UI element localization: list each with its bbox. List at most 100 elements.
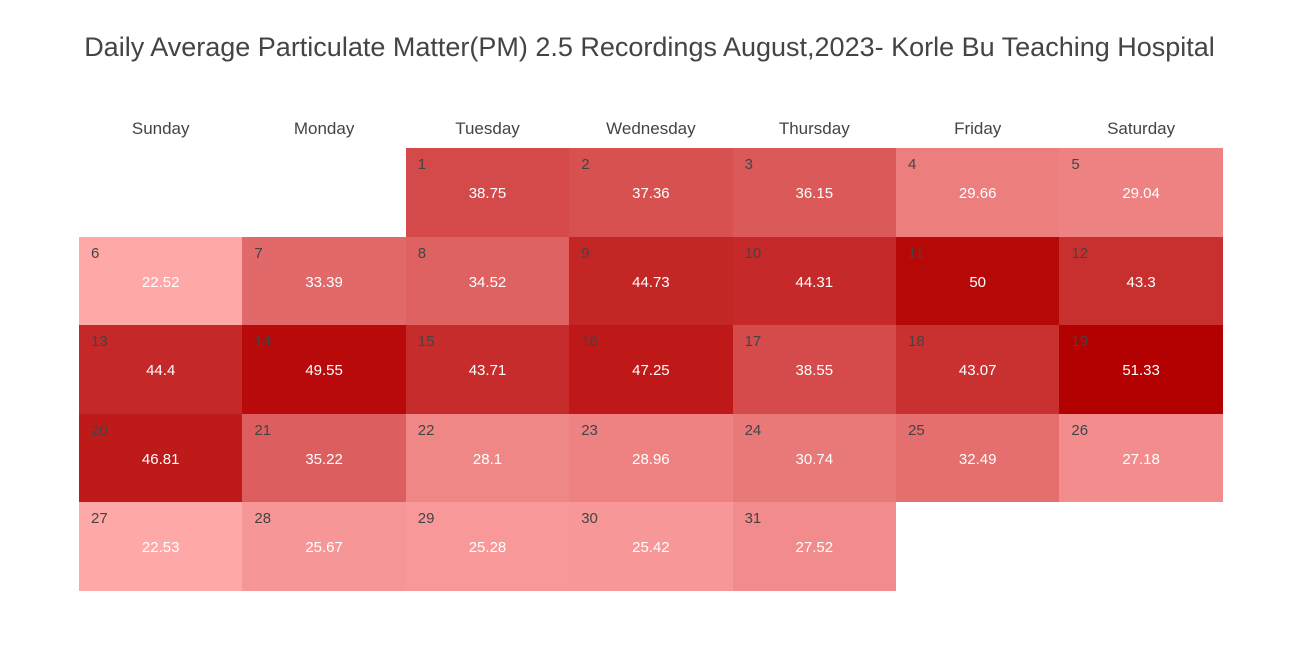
heatmap-cell-day-21: 21 35.22 — [242, 413, 406, 503]
pm25-value-label: 50 — [969, 273, 987, 291]
day-number-label: 31 — [744, 510, 762, 528]
pm25-value-label: 43.3 — [1126, 273, 1156, 291]
pm25-value-label: 29.66 — [958, 185, 997, 202]
heatmap-cell-day-1: 1 38.75 — [405, 148, 570, 237]
pm25-value-label: 34.52 — [468, 273, 507, 291]
day-number-label: 5 — [1071, 156, 1080, 173]
pm25-value-label: 51.33 — [1122, 362, 1160, 380]
pm25-value-label: 38.55 — [795, 362, 834, 380]
heatmap-cell-day-28: 28 25.67 — [242, 502, 406, 591]
heatmap-cell-day-22: 22 28.1 — [405, 413, 570, 503]
weekday-label-friday: Friday — [954, 119, 1002, 138]
day-number-label: 25 — [908, 421, 925, 439]
day-number-label: 13 — [91, 333, 108, 351]
heatmap-cell-day-27: 27 22.53 — [79, 502, 243, 591]
pm25-value-label: 32.49 — [958, 450, 997, 468]
heatmap-cell-day-16: 16 47.25 — [569, 325, 733, 414]
day-number-label: 24 — [744, 421, 762, 439]
heatmap-cell-day-13: 13 44.4 — [79, 325, 243, 414]
heatmap-cell-day-3: 3 36.15 — [732, 148, 896, 237]
heatmap-cell-day-12: 12 43.3 — [1059, 236, 1223, 326]
pm25-value-label: 25.28 — [468, 539, 507, 557]
day-number-label: 30 — [581, 510, 598, 528]
heatmap-cell-day-17: 17 38.55 — [732, 325, 896, 414]
heatmap-cell-day-20: 20 46.81 — [79, 413, 243, 503]
pm25-value-label: 44.4 — [146, 362, 176, 380]
heatmap-cell-day-8: 8 34.52 — [405, 236, 570, 326]
day-number-label: 27 — [91, 510, 108, 528]
day-number-label: 28 — [254, 510, 272, 528]
day-number-label: 1 — [417, 156, 427, 173]
heatmap-cell-day-11: 11 50 — [896, 236, 1060, 326]
day-number-label: 4 — [908, 156, 917, 173]
day-number-label: 22 — [417, 421, 435, 439]
weekday-label-saturday: Saturday — [1107, 119, 1176, 138]
pm25-value-label: 37.36 — [632, 185, 670, 202]
day-number-label: 11 — [908, 244, 924, 262]
day-number-label: 10 — [744, 244, 762, 262]
day-number-label: 17 — [744, 333, 762, 351]
pm25-value-label: 36.15 — [795, 185, 834, 202]
heatmap-cell-day-29: 29 25.28 — [405, 502, 570, 591]
day-number-label: 12 — [1071, 244, 1089, 262]
day-number-label: 21 — [254, 421, 272, 439]
heatmap-cell-day-14: 14 49.55 — [242, 325, 406, 414]
pm25-value-label: 28.1 — [472, 450, 503, 468]
heatmap-cell-day-19: 19 51.33 — [1059, 325, 1223, 414]
pm25-value-label: 29.04 — [1122, 185, 1160, 202]
pm25-value-label: 43.07 — [958, 362, 997, 380]
heatmap-cell-day-7: 7 33.39 — [242, 236, 406, 326]
pm25-value-label: 43.71 — [468, 362, 507, 380]
day-number-label: 18 — [908, 333, 925, 351]
pm25-value-label: 35.22 — [305, 450, 343, 468]
heatmap-cell-day-6: 6 22.52 — [79, 236, 243, 326]
day-number-label: 16 — [581, 333, 598, 351]
pm25-value-label: 30.74 — [795, 450, 834, 468]
pm25-value-label: 46.81 — [141, 450, 180, 468]
day-number-label: 7 — [254, 244, 263, 262]
day-number-label: 8 — [417, 244, 427, 262]
pm25-value-label: 25.42 — [632, 539, 670, 557]
pm25-value-label: 33.39 — [305, 273, 343, 291]
heatmap-cell-day-23: 23 28.96 — [569, 413, 733, 503]
day-number-label: 6 — [91, 244, 100, 262]
weekday-label-monday: Monday — [293, 119, 355, 138]
day-number-label: 20 — [91, 421, 108, 439]
heatmap-cell-day-30: 30 25.42 — [569, 502, 733, 591]
day-number-label: 23 — [581, 421, 598, 439]
pm25-value-label: 38.75 — [468, 185, 507, 202]
pm25-value-label: 44.31 — [795, 273, 834, 291]
pm25-value-label: 47.25 — [632, 362, 670, 380]
weekday-label-wednesday: Wednesday — [606, 119, 696, 138]
pm25-value-label: 22.52 — [141, 273, 180, 291]
heatmap-cell-day-26: 26 27.18 — [1059, 413, 1223, 503]
day-number-label: 3 — [744, 156, 753, 173]
pm25-value-label: 25.67 — [305, 539, 343, 557]
pm25-value-label: 27.52 — [795, 539, 834, 557]
pm25-value-label: 44.73 — [632, 273, 670, 291]
pm25-value-label: 27.18 — [1122, 450, 1160, 468]
heatmap-cell-day-25: 25 32.49 — [896, 413, 1060, 503]
heatmap-cell-day-15: 15 43.71 — [405, 325, 570, 414]
heatmap-cell-day-10: 10 44.31 — [732, 236, 896, 326]
heatmap-cell-day-18: 18 43.07 — [896, 325, 1060, 414]
day-number-label: 2 — [581, 156, 590, 173]
day-number-label: 14 — [254, 333, 272, 351]
day-number-label: 15 — [417, 333, 435, 351]
pm25-value-label: 22.53 — [141, 539, 180, 557]
heatmap-cell-day-5: 5 29.04 — [1059, 148, 1223, 237]
heatmap-cell-day-2: 2 37.36 — [569, 148, 733, 237]
chart-title: Daily Average Particulate Matter(PM) 2.5… — [84, 32, 1215, 62]
heatmap-cell-day-9: 9 44.73 — [569, 236, 733, 326]
day-number-label: 29 — [417, 510, 435, 528]
heatmap-cell-day-24: 24 30.74 — [732, 413, 896, 503]
day-number-label: 9 — [581, 244, 590, 262]
heatmap-cell-day-4: 4 29.66 — [896, 148, 1060, 237]
pm25-value-label: 28.96 — [632, 450, 670, 468]
weekday-label-sunday: Sunday — [131, 119, 190, 138]
weekday-label-tuesday: Tuesday — [455, 119, 520, 138]
weekday-label-thursday: Thursday — [778, 119, 850, 138]
day-number-label: 26 — [1071, 421, 1089, 439]
day-number-label: 19 — [1071, 333, 1089, 351]
heatmap-cell-day-31: 31 27.52 — [732, 502, 896, 591]
